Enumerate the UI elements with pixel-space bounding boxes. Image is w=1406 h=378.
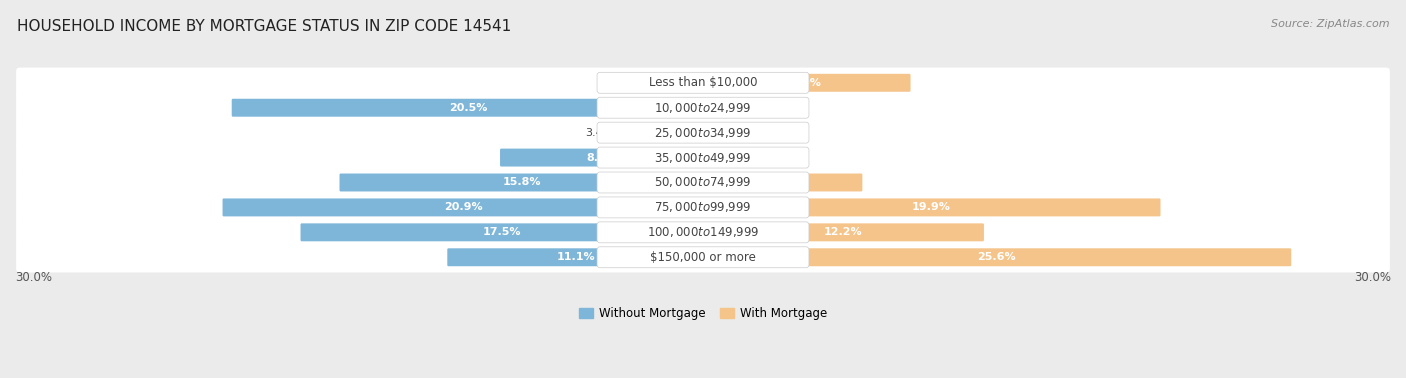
Text: 1.9%: 1.9% [758, 153, 786, 163]
FancyBboxPatch shape [702, 99, 741, 117]
Text: 8.8%: 8.8% [586, 153, 617, 163]
FancyBboxPatch shape [598, 72, 808, 93]
Text: 12.2%: 12.2% [824, 227, 862, 237]
Text: 15.8%: 15.8% [502, 178, 541, 187]
Text: $150,000 or more: $150,000 or more [650, 251, 756, 264]
FancyBboxPatch shape [598, 197, 808, 218]
Text: Source: ZipAtlas.com: Source: ZipAtlas.com [1271, 19, 1389, 29]
FancyBboxPatch shape [598, 247, 808, 268]
FancyBboxPatch shape [598, 147, 808, 168]
Text: 20.9%: 20.9% [444, 202, 482, 212]
Text: Less than $10,000: Less than $10,000 [648, 76, 758, 89]
FancyBboxPatch shape [15, 167, 1391, 198]
Text: HOUSEHOLD INCOME BY MORTGAGE STATUS IN ZIP CODE 14541: HOUSEHOLD INCOME BY MORTGAGE STATUS IN Z… [17, 19, 512, 34]
FancyBboxPatch shape [657, 74, 704, 92]
Text: 0.0%: 0.0% [714, 128, 742, 138]
FancyBboxPatch shape [15, 118, 1391, 148]
FancyBboxPatch shape [15, 242, 1391, 273]
FancyBboxPatch shape [15, 192, 1391, 223]
Text: $50,000 to $74,999: $50,000 to $74,999 [654, 175, 752, 189]
FancyBboxPatch shape [702, 174, 862, 192]
Text: 20.5%: 20.5% [449, 103, 486, 113]
Text: 1.6%: 1.6% [751, 103, 779, 113]
FancyBboxPatch shape [702, 248, 1291, 266]
Text: 2.0%: 2.0% [617, 78, 645, 88]
FancyBboxPatch shape [598, 172, 808, 193]
Text: 9.0%: 9.0% [790, 78, 821, 88]
Text: 6.9%: 6.9% [766, 178, 797, 187]
Text: 30.0%: 30.0% [1354, 271, 1391, 284]
FancyBboxPatch shape [447, 248, 704, 266]
FancyBboxPatch shape [598, 97, 808, 118]
FancyBboxPatch shape [15, 143, 1391, 173]
FancyBboxPatch shape [222, 198, 704, 216]
Text: $25,000 to $34,999: $25,000 to $34,999 [654, 125, 752, 139]
Legend: Without Mortgage, With Mortgage: Without Mortgage, With Mortgage [574, 303, 832, 325]
Text: 25.6%: 25.6% [977, 252, 1017, 262]
Text: 19.9%: 19.9% [911, 202, 950, 212]
FancyBboxPatch shape [301, 223, 704, 241]
Text: $100,000 to $149,999: $100,000 to $149,999 [647, 225, 759, 239]
FancyBboxPatch shape [501, 149, 704, 167]
FancyBboxPatch shape [702, 223, 984, 241]
FancyBboxPatch shape [598, 222, 808, 243]
FancyBboxPatch shape [15, 68, 1391, 98]
Text: $10,000 to $24,999: $10,000 to $24,999 [654, 101, 752, 115]
Text: 11.1%: 11.1% [557, 252, 595, 262]
FancyBboxPatch shape [232, 99, 704, 117]
FancyBboxPatch shape [15, 93, 1391, 123]
FancyBboxPatch shape [339, 174, 704, 192]
FancyBboxPatch shape [702, 198, 1160, 216]
Text: $75,000 to $99,999: $75,000 to $99,999 [654, 200, 752, 214]
Text: 30.0%: 30.0% [15, 271, 52, 284]
FancyBboxPatch shape [15, 217, 1391, 248]
FancyBboxPatch shape [624, 124, 704, 142]
FancyBboxPatch shape [702, 149, 748, 167]
Text: $35,000 to $49,999: $35,000 to $49,999 [654, 150, 752, 164]
Text: 17.5%: 17.5% [484, 227, 522, 237]
FancyBboxPatch shape [702, 74, 911, 92]
Text: 3.4%: 3.4% [585, 128, 613, 138]
FancyBboxPatch shape [598, 122, 808, 143]
